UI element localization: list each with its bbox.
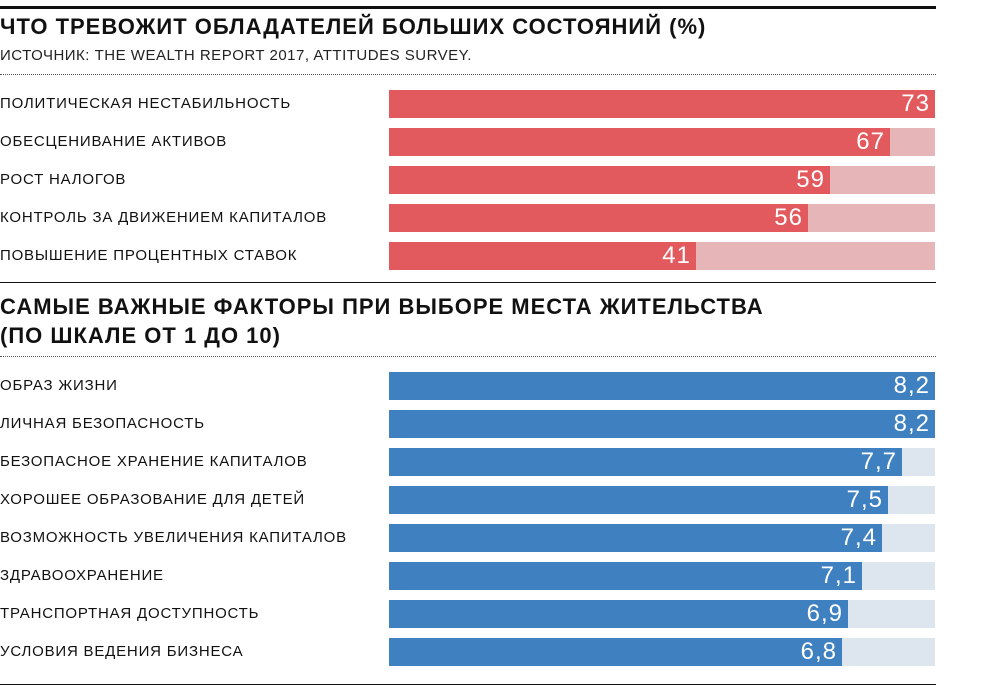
bar-row: ВОЗМОЖНОСТЬ УВЕЛИЧЕНИЯ КАПИТАЛОВ 7,4 — [0, 524, 936, 552]
bar-row: ХОРОШЕЕ ОБРАЗОВАНИЕ ДЛЯ ДЕТЕЙ 7,5 — [0, 486, 936, 514]
category-label: ПОЛИТИЧЕСКАЯ НЕСТАБИЛЬНОСТЬ — [0, 95, 292, 112]
data-label: 73 — [901, 90, 930, 117]
chart-1-source: ИСТОЧНИК: THE WEALTH REPORT 2017, ATTITU… — [0, 47, 472, 64]
bar: 73 — [389, 90, 935, 118]
bar-track: 7,7 — [389, 448, 935, 476]
bar-track: 67 — [389, 128, 935, 156]
bar: 41 — [389, 242, 696, 270]
bar-track: 59 — [389, 166, 935, 194]
category-label: БЕЗОПАСНОЕ ХРАНЕНИЕ КАПИТАЛОВ — [0, 453, 308, 470]
bar-track: 7,1 — [389, 562, 935, 590]
data-label: 7,5 — [846, 486, 883, 513]
bar-track: 6,9 — [389, 600, 935, 628]
data-label: 7,1 — [820, 562, 857, 589]
bar: 6,8 — [389, 638, 842, 666]
bar-track: 73 — [389, 90, 935, 118]
bar-row: БЕЗОПАСНОЕ ХРАНЕНИЕ КАПИТАЛОВ 7,7 — [0, 448, 936, 476]
bar: 8,2 — [389, 372, 935, 400]
bar-track: 8,2 — [389, 372, 935, 400]
bar: 7,1 — [389, 562, 862, 590]
data-label: 6,8 — [800, 638, 837, 665]
category-label: ЛИЧНАЯ БЕЗОПАСНОСТЬ — [0, 415, 205, 432]
top-rule — [0, 6, 936, 9]
data-label: 59 — [796, 166, 825, 193]
bar-row: ПОВЫШЕНИЕ ПРОЦЕНТНЫХ СТАВОК 41 — [0, 242, 936, 270]
bar: 7,7 — [389, 448, 902, 476]
bar: 59 — [389, 166, 830, 194]
bar-row: ОБЕСЦЕНИВАНИЕ АКТИВОВ 67 — [0, 128, 936, 156]
divider-solid — [0, 282, 936, 283]
bar: 6,9 — [389, 600, 848, 628]
bar: 7,5 — [389, 486, 888, 514]
data-label: 41 — [662, 242, 691, 269]
bar-track: 6,8 — [389, 638, 935, 666]
bar: 56 — [389, 204, 808, 232]
bar-track: 7,5 — [389, 486, 935, 514]
bar-row: РОСТ НАЛОГОВ 59 — [0, 166, 936, 194]
bar-row: ТРАНСПОРТНАЯ ДОСТУПНОСТЬ 6,9 — [0, 600, 936, 628]
chart-1-title: ЧТО ТРЕВОЖИТ ОБЛАДАТЕЛЕЙ БОЛЬШИХ СОСТОЯН… — [0, 14, 707, 39]
bar-row: ЗДРАВООХРАНЕНИЕ 7,1 — [0, 562, 936, 590]
bar-track: 41 — [389, 242, 935, 270]
chart-2-title: САМЫЕ ВАЖНЫЕ ФАКТОРЫ ПРИ ВЫБОРЕ МЕСТА ЖИ… — [0, 292, 764, 350]
data-label: 8,2 — [893, 372, 930, 399]
bar-track: 7,4 — [389, 524, 935, 552]
category-label: ОБРАЗ ЖИЗНИ — [0, 377, 118, 394]
chart-2-title-line-2: (ПО ШКАЛЕ ОТ 1 ДО 10) — [0, 323, 281, 348]
bar: 8,2 — [389, 410, 935, 438]
bar-row: ОБРАЗ ЖИЗНИ 8,2 — [0, 372, 936, 400]
data-label: 7,4 — [840, 524, 877, 551]
data-label: 56 — [774, 204, 803, 231]
bar-row: КОНТРОЛЬ ЗА ДВИЖЕНИЕМ КАПИТАЛОВ 56 — [0, 204, 936, 232]
data-label: 6,9 — [806, 600, 843, 627]
data-label: 67 — [856, 128, 885, 155]
bar-row: ЛИЧНАЯ БЕЗОПАСНОСТЬ 8,2 — [0, 410, 936, 438]
category-label: ВОЗМОЖНОСТЬ УВЕЛИЧЕНИЯ КАПИТАЛОВ — [0, 529, 347, 546]
category-label: УСЛОВИЯ ВЕДЕНИЯ БИЗНЕСА — [0, 643, 244, 660]
divider-solid — [0, 684, 936, 685]
category-label: ПОВЫШЕНИЕ ПРОЦЕНТНЫХ СТАВОК — [0, 247, 298, 264]
data-label: 7,7 — [860, 448, 897, 475]
bar: 7,4 — [389, 524, 882, 552]
category-label: ОБЕСЦЕНИВАНИЕ АКТИВОВ — [0, 133, 228, 150]
bar-row: УСЛОВИЯ ВЕДЕНИЯ БИЗНЕСА 6,8 — [0, 638, 936, 666]
chart-2-title-line-1: САМЫЕ ВАЖНЫЕ ФАКТОРЫ ПРИ ВЫБОРЕ МЕСТА ЖИ… — [0, 294, 764, 319]
data-label: 8,2 — [893, 410, 930, 437]
bar: 67 — [389, 128, 890, 156]
bar-track: 56 — [389, 204, 935, 232]
category-label: ТРАНСПОРТНАЯ ДОСТУПНОСТЬ — [0, 605, 260, 622]
category-label: ХОРОШЕЕ ОБРАЗОВАНИЕ ДЛЯ ДЕТЕЙ — [0, 491, 305, 508]
category-label: ЗДРАВООХРАНЕНИЕ — [0, 567, 164, 584]
category-label: РОСТ НАЛОГОВ — [0, 171, 127, 188]
bar-track: 8,2 — [389, 410, 935, 438]
category-label: КОНТРОЛЬ ЗА ДВИЖЕНИЕМ КАПИТАЛОВ — [0, 209, 328, 226]
divider-dotted — [0, 74, 936, 75]
bar-row: ПОЛИТИЧЕСКАЯ НЕСТАБИЛЬНОСТЬ 73 — [0, 90, 936, 118]
divider-dotted — [0, 356, 936, 357]
